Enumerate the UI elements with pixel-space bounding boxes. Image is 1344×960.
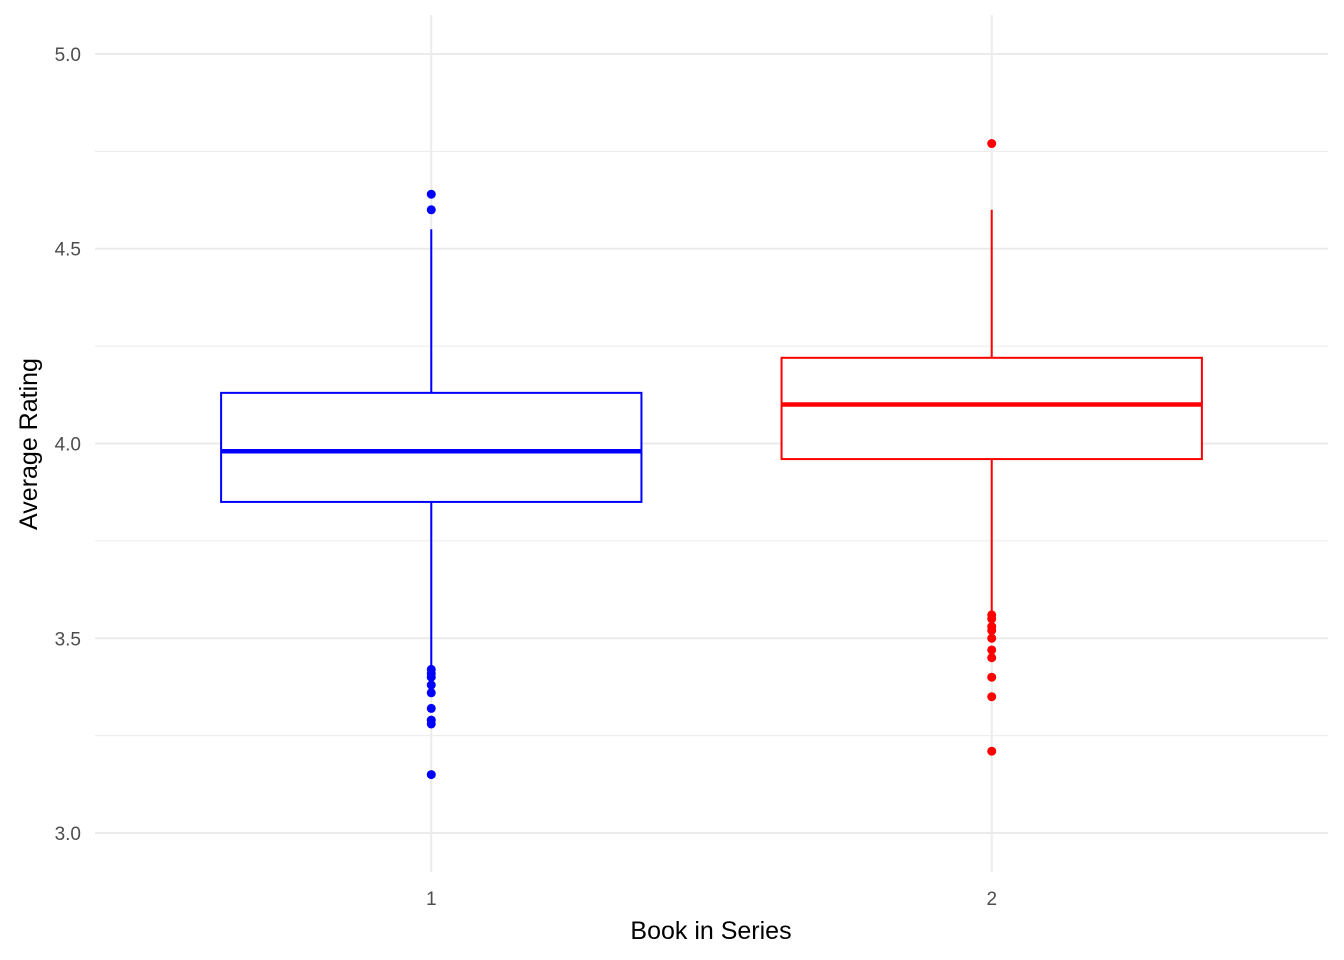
y-tick-label: 3.0 — [55, 824, 81, 845]
outlier-point — [987, 614, 997, 624]
iqr-box — [220, 391, 643, 503]
outlier-point — [426, 189, 436, 199]
outlier-point — [987, 625, 997, 635]
outlier-point — [987, 672, 997, 682]
y-axis-title: Average Rating — [15, 358, 43, 530]
outlier-point — [987, 139, 997, 149]
outlier-point — [426, 688, 436, 698]
y-tick-label: 4.0 — [55, 435, 81, 456]
y-axis-ticks: 3.0 3.5 4.0 4.5 5.0 — [55, 45, 81, 845]
x-tick-label: 2 — [986, 889, 997, 910]
outlier-point — [987, 633, 997, 643]
outlier-point — [426, 205, 436, 215]
y-tick-label: 4.5 — [55, 240, 81, 261]
x-axis-title: Book in Series — [630, 917, 791, 945]
outlier-point — [987, 653, 997, 663]
outlier-point — [987, 645, 997, 655]
outlier-point — [426, 672, 436, 682]
outlier-point — [426, 770, 436, 780]
outlier-point — [987, 746, 997, 756]
boxes — [220, 139, 1203, 780]
box-group-1 — [220, 189, 643, 780]
outlier-point — [426, 680, 436, 690]
outlier-point — [426, 719, 436, 729]
outlier-point — [426, 703, 436, 713]
x-tick-label: 1 — [426, 889, 437, 910]
y-tick-label: 5.0 — [55, 45, 81, 66]
y-tick-label: 3.5 — [55, 629, 81, 650]
outlier-point — [987, 692, 997, 702]
box-group-2 — [780, 139, 1203, 756]
iqr-box — [780, 356, 1203, 461]
